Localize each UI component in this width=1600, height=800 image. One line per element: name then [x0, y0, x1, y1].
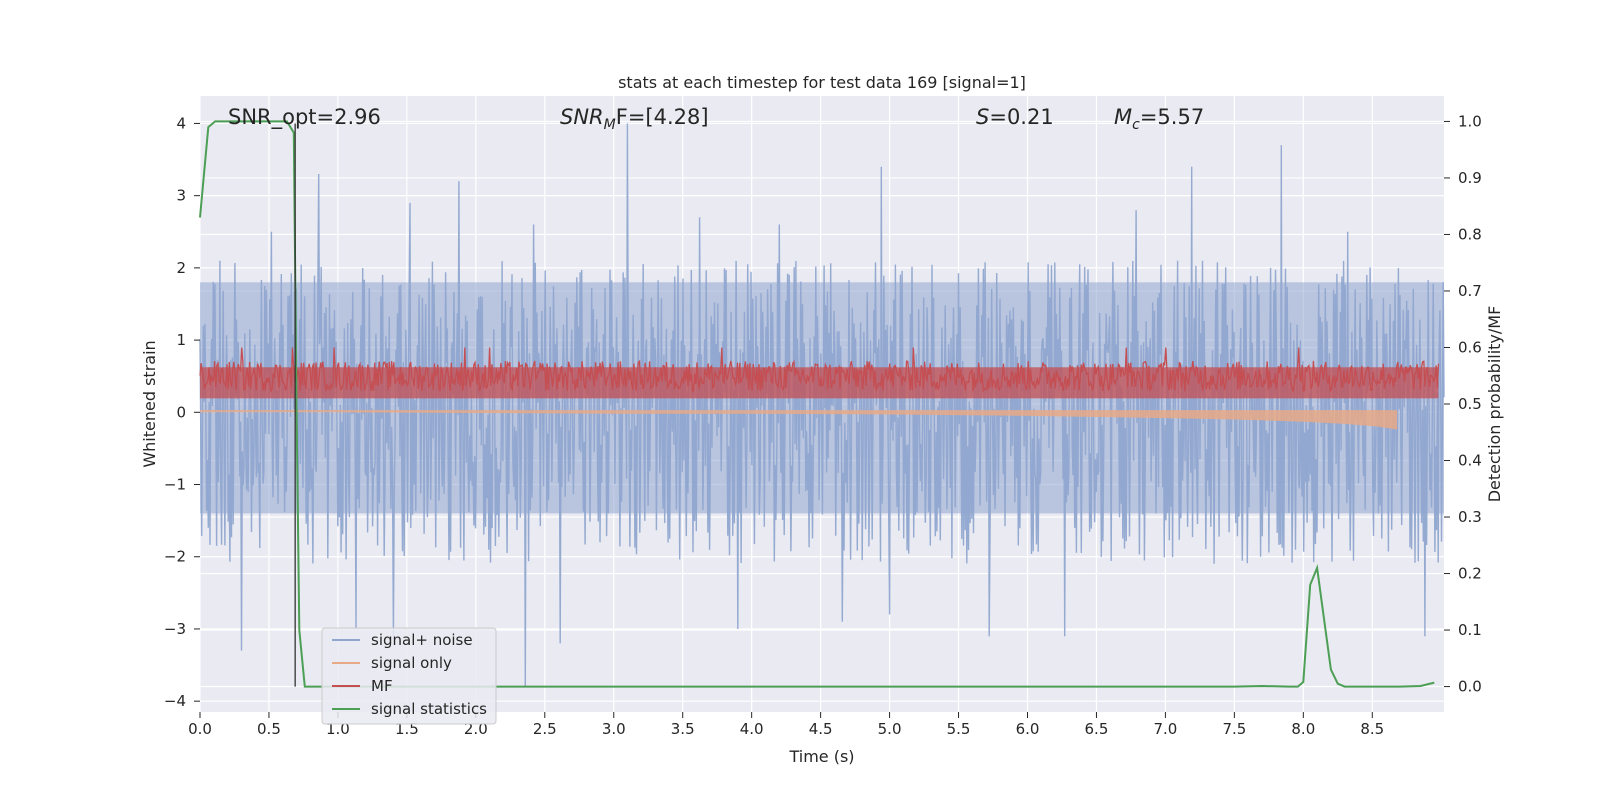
y2-tick-labels: 0.0 0.1 0.2 0.3 0.4 0.5 0.6 0.7 0.8 0.9 1.0 — [1444, 112, 1482, 696]
annotation-snr-mf-sub: M — [604, 117, 616, 133]
y2-tick-label: 0.7 — [1458, 282, 1482, 300]
x-tick-label: 0.0 — [188, 720, 212, 738]
x-tick-label: 0.5 — [257, 720, 281, 738]
x-tick-label: 6.5 — [1085, 720, 1109, 738]
annotation-mc: Mc=5.57 — [1114, 105, 1204, 133]
y-tick-label: −2 — [164, 548, 186, 566]
annotation-s-main: S — [976, 105, 989, 129]
y2-axis-label: Detection probability/MF — [1485, 306, 1504, 503]
y-tick-label: 1 — [176, 331, 186, 349]
signal-statistics-series — [199, 120, 1435, 688]
mf-line — [199, 347, 1440, 394]
y-tick-label: −3 — [164, 620, 186, 638]
annotation-mc-main: M — [1114, 105, 1132, 129]
mf-series — [199, 347, 1440, 399]
legend-label-signal-statistics: signal statistics — [371, 700, 487, 718]
legend: signal+ noise signal only MF signal stat… — [321, 627, 497, 725]
y2-tick-label: 0.3 — [1458, 508, 1482, 526]
y-tick-label: 0 — [176, 403, 186, 421]
legend-box — [321, 627, 497, 725]
annotation-snr-opt: SNR_opt=2.96 — [228, 105, 381, 130]
annotation-s-rest: =0.21 — [989, 105, 1053, 129]
y2-tick-label: 0.2 — [1458, 565, 1482, 583]
annotation-mc-rest: =5.57 — [1140, 105, 1204, 129]
y2-tick-label: 0.6 — [1458, 338, 1482, 356]
annotation-snr-mf: SNRMF=[4.28] — [560, 105, 709, 133]
y2-tick-label: 1.0 — [1458, 112, 1482, 130]
chart-title: stats at each timestep for test data 169… — [618, 73, 1026, 92]
y2-tick-label: 0.1 — [1458, 621, 1482, 639]
legend-label-signal-noise: signal+ noise — [371, 631, 473, 649]
signal-only-series — [200, 410, 1398, 430]
y2-tick-label: 0.4 — [1458, 452, 1482, 470]
y-tick-labels: −4 −3 −2 −1 0 1 2 3 4 — [164, 114, 200, 710]
x-tick-label: 5.0 — [878, 720, 902, 738]
x-tick-label: 2.5 — [533, 720, 557, 738]
annotation-snr-mf-main: SNR — [560, 105, 604, 129]
y-tick-label: 4 — [176, 114, 186, 132]
y2-tick-label: 0.9 — [1458, 169, 1482, 187]
x-tick-label: 6.0 — [1016, 720, 1040, 738]
x-tick-label: 8.0 — [1291, 720, 1315, 738]
annotation-snr-mf-rest: F=[4.28] — [616, 105, 709, 129]
x-tick-label: 7.5 — [1222, 720, 1246, 738]
x-tick-label: 5.5 — [947, 720, 971, 738]
signal-only-band — [200, 410, 1398, 430]
y-tick-label: 3 — [176, 187, 186, 205]
x-tick-label: 4.0 — [740, 720, 764, 738]
x-tick-label: 7.0 — [1153, 720, 1177, 738]
x-tick-labels: 0.0 0.5 1.0 1.5 2.0 2.5 3.0 3.5 4.0 4.5 5.0 5.5 6.0 6… — [188, 712, 1384, 738]
annotation-s: S=0.21 — [976, 105, 1054, 129]
x-tick-label: 8.5 — [1360, 720, 1384, 738]
legend-label-mf: MF — [371, 677, 393, 695]
x-axis-label: Time (s) — [788, 747, 854, 766]
y2-tick-label: 0.8 — [1458, 225, 1482, 243]
annotation-mc-sub: c — [1132, 117, 1140, 133]
y-axis-label: Whitened strain — [140, 340, 159, 467]
y2-tick-label: 0.5 — [1458, 395, 1482, 413]
y2-tick-label: 0.0 — [1458, 678, 1482, 696]
x-tick-label: 3.0 — [602, 720, 626, 738]
y-tick-label: −1 — [164, 476, 186, 494]
x-tick-label: 3.5 — [671, 720, 695, 738]
x-tick-label: 4.5 — [809, 720, 833, 738]
y-tick-label: 2 — [176, 259, 186, 277]
signal-statistics-line — [199, 120, 1435, 688]
y-tick-label: −4 — [164, 692, 186, 710]
legend-label-signal-only: signal only — [371, 654, 452, 672]
